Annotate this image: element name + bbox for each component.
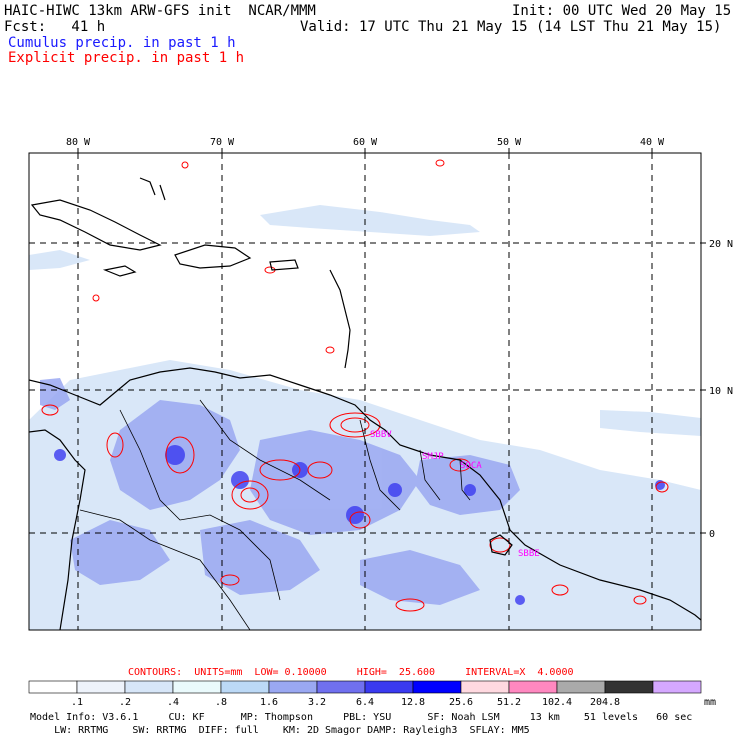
- header-init-time: Init: 00 UTC Wed 20 May 15: [512, 3, 732, 19]
- header-valid-time: Valid: 17 UTC Thu 21 May 15 (14 LST Thu …: [300, 19, 722, 35]
- legend-explicit: Explicit precip. in past 1 h: [8, 50, 245, 66]
- country-borders: [79, 399, 471, 630]
- central-america-coast: [29, 429, 86, 630]
- lon-label-70w: 70 W: [210, 137, 235, 148]
- lon-label-50w: 50 W: [497, 137, 522, 148]
- lat-lon-grid: [29, 153, 701, 630]
- station-label-smjp: SMJP: [422, 452, 444, 462]
- legend-cumulus: Cumulus precip. in past 1 h: [8, 35, 236, 51]
- station-label-sbbv: SBBV: [370, 430, 392, 440]
- lat-label-20n: 20 N: [709, 239, 733, 250]
- lat-label-0: 0: [709, 529, 715, 540]
- puerto-rico-coast: [269, 259, 299, 271]
- model-info-line1: Model Info: V3.6.1 CU: KF MP: Thompson P…: [30, 712, 693, 723]
- cuba-coast: [30, 199, 162, 251]
- south-america-coast: [29, 367, 701, 621]
- model-info-line2: LW: RRTMG SW: RRTMG DIFF: full KM: 2D Sm…: [30, 725, 530, 736]
- hispaniola-coast: [174, 244, 252, 269]
- map-ticks: [77, 148, 706, 534]
- station-label-sbbe: SBBE: [518, 549, 540, 559]
- explicit-precip-contours: [41, 159, 669, 612]
- station-label-soca: SOCA: [460, 461, 482, 471]
- lesser-antilles-coast: [329, 269, 351, 369]
- lon-label-60w: 60 W: [353, 137, 378, 148]
- gulf-islands: [139, 177, 166, 201]
- jamaica-coast: [102, 265, 137, 277]
- cumulus-precip-heavy: [54, 445, 665, 605]
- header-forecast-hour: Fcst: 41 h: [4, 19, 106, 35]
- coastlines: [29, 177, 701, 630]
- header-model-title: HAIC-HIWC 13km ARW-GFS init NCAR/MMM: [4, 3, 316, 19]
- lon-label-40w: 40 W: [640, 137, 665, 148]
- contours-info: CONTOURS: UNITS=mm LOW= 0.10000 HIGH= 25…: [128, 667, 574, 678]
- lon-label-80w: 80 W: [66, 137, 91, 148]
- lat-label-10n: 10 N: [709, 386, 733, 397]
